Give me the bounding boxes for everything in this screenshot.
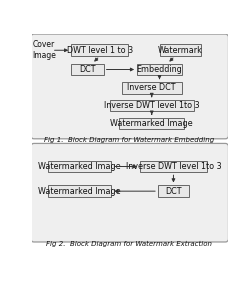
FancyBboxPatch shape bbox=[119, 118, 183, 129]
Text: Watermark: Watermark bbox=[157, 46, 202, 55]
FancyBboxPatch shape bbox=[121, 82, 181, 94]
Text: Watermarked Image: Watermarked Image bbox=[38, 162, 120, 171]
FancyBboxPatch shape bbox=[109, 100, 193, 111]
FancyBboxPatch shape bbox=[31, 34, 228, 139]
FancyBboxPatch shape bbox=[48, 161, 111, 172]
Text: Inverse DWT level 1to 3: Inverse DWT level 1to 3 bbox=[125, 162, 220, 171]
FancyBboxPatch shape bbox=[71, 45, 128, 56]
FancyBboxPatch shape bbox=[160, 45, 200, 56]
Text: Watermarked Image: Watermarked Image bbox=[38, 187, 120, 196]
Text: Fig 1.  Block Diagram for Watermark Embedding: Fig 1. Block Diagram for Watermark Embed… bbox=[44, 137, 213, 143]
Text: DCT: DCT bbox=[165, 187, 181, 196]
FancyBboxPatch shape bbox=[137, 64, 181, 75]
Text: Embedding: Embedding bbox=[136, 65, 182, 74]
FancyBboxPatch shape bbox=[48, 185, 111, 197]
FancyBboxPatch shape bbox=[31, 143, 228, 242]
Text: Cover
Image: Cover Image bbox=[32, 40, 56, 60]
FancyBboxPatch shape bbox=[157, 185, 188, 197]
Text: Inverse DWT level 1to 3: Inverse DWT level 1to 3 bbox=[104, 101, 199, 110]
Text: DCT: DCT bbox=[79, 65, 95, 74]
FancyBboxPatch shape bbox=[140, 161, 206, 172]
FancyBboxPatch shape bbox=[71, 64, 103, 75]
Text: Fig 2.  Block Diagram for Watermark Extraction: Fig 2. Block Diagram for Watermark Extra… bbox=[46, 241, 211, 247]
Text: Inverse DCT: Inverse DCT bbox=[127, 83, 175, 93]
Text: Watermarked Image: Watermarked Image bbox=[110, 119, 192, 128]
Text: DWT level 1 to 3: DWT level 1 to 3 bbox=[67, 46, 132, 55]
